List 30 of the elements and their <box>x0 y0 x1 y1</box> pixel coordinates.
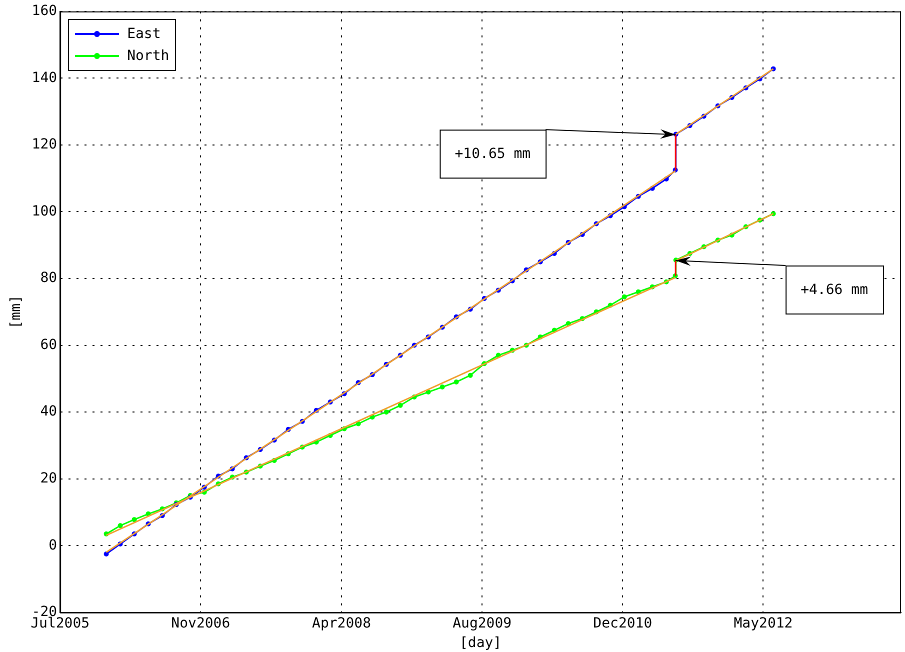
y-tick-label: 120 <box>32 136 58 153</box>
x-axis-title: [day] <box>459 635 502 652</box>
point <box>440 384 445 390</box>
y-tick-label: 100 <box>32 203 58 220</box>
legend-label: East <box>127 26 161 42</box>
x-tick-label: Aug2009 <box>452 615 512 632</box>
y-tick-label: 80 <box>40 270 58 286</box>
point <box>104 551 109 556</box>
legend-label: North <box>127 48 170 64</box>
point <box>132 517 137 522</box>
y-tick-label: 0 <box>48 537 58 554</box>
point <box>398 402 403 408</box>
point <box>384 410 389 415</box>
y-tick-label: 40 <box>40 404 58 420</box>
x-tick-label: Apr2008 <box>312 615 372 632</box>
point <box>426 390 431 395</box>
point <box>622 294 627 300</box>
y-tick-label: 60 <box>40 336 58 353</box>
annotation: +4.66 mm <box>800 282 868 298</box>
point <box>118 523 123 528</box>
point <box>468 372 473 378</box>
x-tick-label: Dec2010 <box>593 615 652 632</box>
y-tick-label: 140 <box>32 70 58 86</box>
y-axis-title: [mm] <box>8 295 24 329</box>
y-tick-label: 20 <box>40 470 58 486</box>
y-tick-label: 160 <box>32 3 58 20</box>
x-tick-label: May2012 <box>734 615 793 632</box>
annotation: +10.65 mm <box>454 146 531 162</box>
point <box>454 380 459 385</box>
x-tick-label: Nov2006 <box>171 615 230 632</box>
